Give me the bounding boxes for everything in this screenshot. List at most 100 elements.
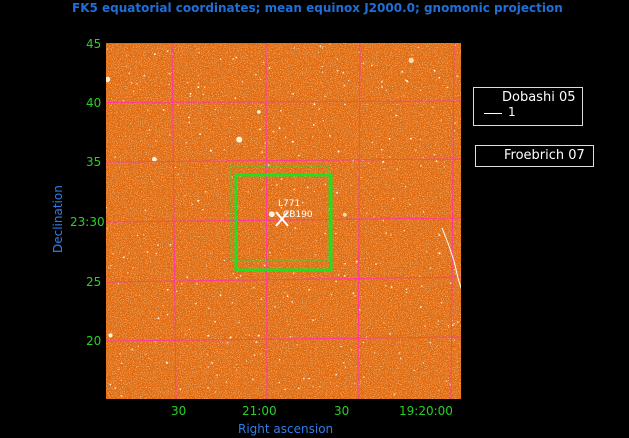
star	[276, 339, 277, 341]
star	[253, 354, 256, 357]
star	[440, 119, 442, 121]
star	[278, 127, 281, 130]
legend-froebrich-07: Froebrich 07	[475, 145, 594, 167]
star	[403, 95, 405, 97]
star	[259, 128, 262, 131]
star	[344, 366, 347, 368]
star	[204, 190, 207, 193]
star	[324, 183, 327, 185]
star	[342, 212, 347, 217]
star	[133, 90, 135, 92]
star	[136, 234, 139, 237]
star	[336, 385, 338, 387]
star	[239, 275, 242, 277]
star	[241, 81, 244, 83]
star	[419, 275, 421, 277]
star	[255, 341, 258, 344]
star	[146, 152, 148, 154]
star	[108, 266, 110, 268]
star	[263, 61, 265, 64]
star	[447, 324, 450, 327]
star	[179, 179, 181, 181]
star	[343, 362, 345, 364]
star	[396, 168, 398, 171]
star	[379, 335, 381, 336]
star	[306, 186, 309, 189]
star	[219, 294, 222, 297]
star	[229, 336, 232, 339]
star	[236, 136, 243, 143]
plot-title: FK5 equatorial coordinates; mean equinox…	[72, 1, 563, 15]
star	[292, 93, 295, 95]
star	[188, 116, 190, 119]
star	[166, 50, 169, 53]
star	[411, 54, 413, 56]
sky-image-panel[interactable]: L771 CB190	[106, 43, 461, 399]
star	[415, 149, 417, 152]
star	[231, 63, 233, 64]
star	[404, 79, 407, 82]
star	[385, 89, 387, 91]
star	[278, 358, 281, 361]
star	[286, 295, 289, 297]
star	[264, 264, 266, 267]
star	[355, 284, 357, 286]
star	[382, 207, 383, 209]
legend-dobashi-name: Dobashi 05	[502, 90, 576, 105]
star	[268, 211, 275, 218]
star	[453, 322, 456, 325]
star	[264, 146, 266, 148]
star	[324, 95, 326, 98]
star	[135, 366, 137, 368]
legend-dobashi-entry: 1	[508, 105, 516, 119]
star	[407, 219, 409, 221]
coordinate-grid	[106, 43, 461, 399]
star	[264, 142, 267, 144]
star	[280, 178, 283, 180]
star	[169, 134, 171, 136]
star	[291, 301, 293, 303]
star	[198, 75, 200, 77]
star-field	[106, 43, 461, 397]
star	[228, 69, 230, 71]
star	[110, 104, 112, 107]
y-tick-label: 20	[86, 334, 102, 348]
star	[197, 82, 200, 84]
star	[314, 318, 317, 320]
star	[420, 165, 422, 167]
y-tick-label: 25	[86, 275, 102, 289]
star	[344, 262, 346, 265]
star	[175, 290, 178, 292]
star	[390, 286, 393, 288]
star	[246, 360, 248, 362]
star	[258, 128, 260, 131]
star	[385, 285, 387, 287]
y-tick-label: 23:30	[70, 215, 105, 229]
star	[298, 119, 300, 121]
star	[301, 72, 303, 74]
star	[438, 233, 439, 235]
star	[185, 333, 187, 335]
star	[365, 336, 367, 338]
star	[125, 66, 127, 67]
star	[391, 109, 393, 111]
star	[396, 103, 398, 106]
star	[114, 156, 117, 158]
star	[255, 73, 257, 76]
star	[182, 361, 184, 363]
star	[315, 348, 317, 350]
star	[286, 321, 288, 322]
star	[321, 66, 323, 68]
star	[385, 232, 388, 235]
star	[292, 123, 294, 125]
star	[181, 283, 183, 285]
star	[153, 53, 156, 56]
star	[444, 161, 445, 163]
star	[313, 103, 316, 106]
y-tick-label: 40	[86, 96, 102, 110]
star	[362, 341, 365, 344]
star	[383, 322, 385, 324]
star	[136, 83, 138, 85]
star	[261, 151, 263, 153]
star	[276, 124, 278, 126]
